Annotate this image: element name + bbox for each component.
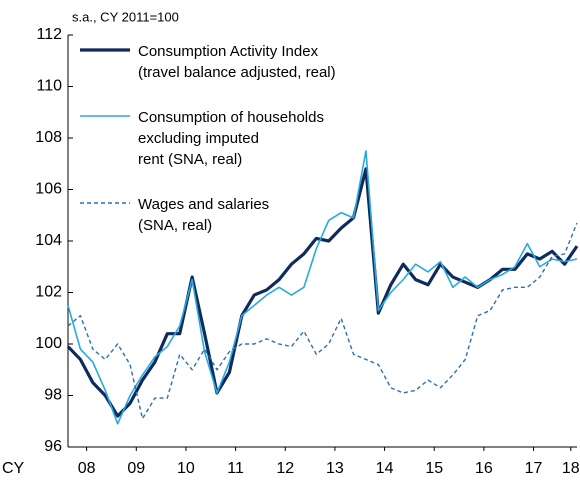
x-tick-label: 14 [376, 460, 394, 477]
y-tick-label: 112 [36, 26, 62, 43]
y-tick-label: 98 [44, 387, 62, 404]
x-tick-label: 13 [326, 460, 344, 477]
x-tick-label: 18 [562, 460, 580, 477]
x-axis-label: CY [2, 460, 25, 477]
x-tick-label: 11 [227, 460, 244, 477]
x-tick-label: 12 [276, 460, 294, 477]
x-tick-label: 09 [127, 460, 145, 477]
chart-subtitle: s.a., CY 2011=100 [72, 9, 179, 24]
y-tick-label: 110 [36, 78, 62, 95]
y-tick-label: 106 [35, 181, 62, 198]
x-tick-label: 08 [78, 460, 96, 477]
y-tick-label: 100 [35, 335, 62, 352]
legend-label: Wages and salaries (SNA, real) [138, 196, 269, 234]
y-tick-label: 96 [44, 438, 62, 455]
y-tick-label: 104 [35, 232, 62, 249]
series-line [67, 222, 578, 420]
y-tick-label: 102 [35, 284, 62, 301]
legend-label: Consumption of households excluding imput… [138, 109, 324, 168]
x-tick-label: 16 [475, 460, 493, 477]
y-tick-label: 108 [35, 129, 62, 146]
x-tick-label: 10 [177, 460, 195, 477]
legend-label: Consumption Activity Index (travel balanc… [138, 43, 336, 81]
series-line [67, 150, 578, 425]
x-tick-label: 15 [425, 460, 443, 477]
x-tick-label: 17 [525, 460, 543, 477]
